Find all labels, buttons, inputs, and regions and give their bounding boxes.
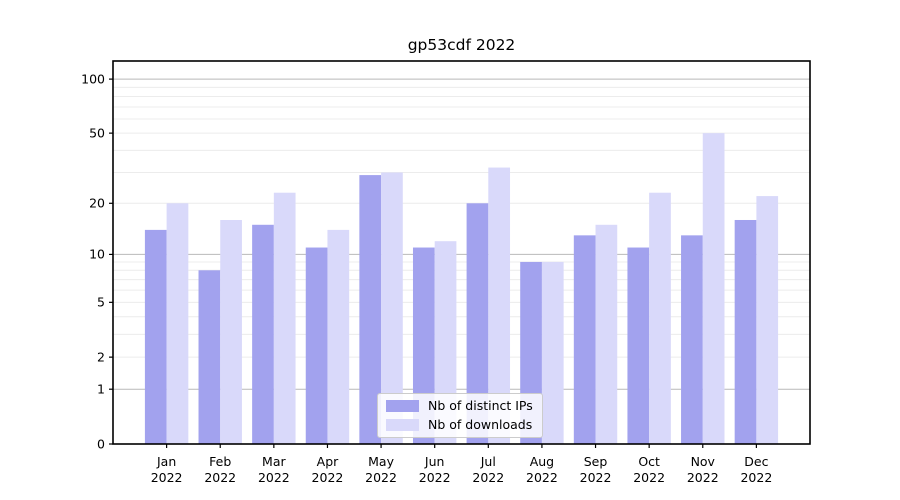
x-tick-label-year: 2022: [204, 470, 236, 485]
x-tick-label-year: 2022: [472, 470, 504, 485]
bar-downloads-apr: [327, 229, 350, 444]
x-tick-label-year: 2022: [151, 470, 183, 485]
y-tick-label: 20: [89, 196, 105, 211]
x-tick-label-month: Aug: [530, 454, 554, 469]
x-tick-label-year: 2022: [365, 470, 397, 485]
y-tick-label: 10: [89, 247, 105, 262]
legend-swatch-distinct-ips: [386, 400, 419, 412]
y-tick-label: 100: [81, 71, 105, 86]
legend-label: Nb of distinct IPs: [428, 398, 533, 413]
bar-distinct-ips-feb: [198, 270, 221, 444]
x-tick-label-month: Jun: [424, 454, 445, 469]
bar-downloads-oct: [649, 192, 671, 444]
bar-distinct-ips-jul: [466, 203, 489, 444]
plot-border: [112, 60, 811, 445]
legend-swatch-downloads: [386, 419, 419, 431]
x-tick-label-year: 2022: [740, 470, 772, 485]
legend-item: Nb of downloads: [386, 418, 534, 432]
x-tick-label-year: 2022: [526, 470, 558, 485]
legend-item: Nb of distinct IPs: [386, 399, 534, 413]
legend-label: Nb of downloads: [428, 417, 533, 432]
x-tick-label-month: Sep: [584, 454, 608, 469]
x-tick-label-year: 2022: [633, 470, 665, 485]
bar-downloads-aug: [541, 261, 564, 444]
bar-distinct-ips-oct: [627, 247, 650, 444]
bar-distinct-ips-may: [359, 175, 382, 444]
x-tick-label-year: 2022: [687, 470, 719, 485]
bar-downloads-jul: [488, 167, 511, 444]
bar-distinct-ips-nov: [681, 235, 703, 444]
y-tick-label: 2: [97, 349, 105, 364]
bar-distinct-ips-jan: [144, 229, 167, 444]
legend: Nb of distinct IPs Nb of downloads: [377, 393, 543, 438]
y-tick-label: 1: [97, 381, 105, 396]
x-tick-label-year: 2022: [580, 470, 612, 485]
bar-downloads-may: [381, 172, 403, 445]
x-tick-label-year: 2022: [419, 470, 451, 485]
x-tick-label-year: 2022: [258, 470, 290, 485]
bar-distinct-ips-mar: [252, 224, 274, 444]
y-tick-label: 0: [97, 436, 105, 451]
chart-title: gp53cdf 2022: [407, 36, 516, 54]
bar-distinct-ips-apr: [305, 247, 328, 444]
x-tick-label-month: Jan: [156, 454, 176, 469]
x-tick-label-month: Jul: [480, 454, 496, 469]
x-tick-label-month: Feb: [209, 454, 231, 469]
x-tick-label-month: Mar: [262, 454, 286, 469]
x-tick-label-month: May: [368, 454, 394, 469]
bar-downloads-jan: [166, 203, 189, 444]
x-tick-label-month: Oct: [638, 454, 660, 469]
bar-distinct-ips-dec: [734, 219, 757, 444]
bar-distinct-ips-sep: [573, 235, 596, 444]
bar-downloads-nov: [702, 133, 725, 444]
x-tick-label-month: Apr: [317, 454, 339, 469]
bar-downloads-sep: [595, 224, 618, 444]
x-tick-label-month: Nov: [691, 454, 716, 469]
y-tick-label: 50: [89, 125, 105, 140]
y-tick-label: 5: [97, 295, 105, 310]
bar-downloads-mar: [273, 192, 296, 444]
bar-downloads-feb: [220, 219, 242, 444]
bar-downloads-dec: [756, 196, 779, 444]
x-tick-label-year: 2022: [312, 470, 344, 485]
x-tick-label-month: Dec: [744, 454, 768, 469]
